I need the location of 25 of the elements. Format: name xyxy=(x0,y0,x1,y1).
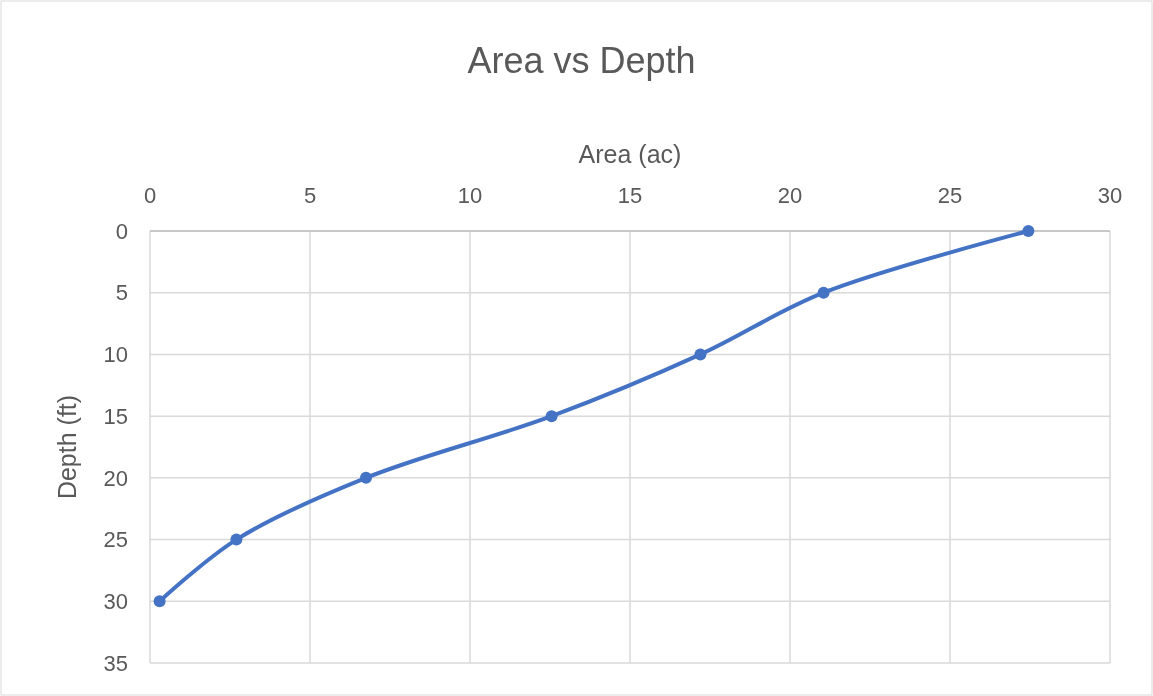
y-axis-title: Depth (ft) xyxy=(53,394,81,500)
y-tick-label: 0 xyxy=(115,218,128,244)
y-tick-label: 5 xyxy=(115,280,128,306)
x-tick-label: 10 xyxy=(457,183,483,208)
x-tick-label: 15 xyxy=(617,183,643,208)
point xyxy=(1022,225,1035,237)
y-tick-label: 30 xyxy=(103,588,128,614)
y-tick-label: 25 xyxy=(103,527,128,553)
x-tick-label: 0 xyxy=(143,183,157,208)
x-tick-label: 5 xyxy=(303,183,317,208)
x-tick-label: 30 xyxy=(1097,183,1123,208)
x-axis-title: Area (ac) xyxy=(578,140,682,168)
point xyxy=(360,471,372,484)
y-tick-label: 20 xyxy=(103,465,128,491)
y-tick-label: 10 xyxy=(103,342,128,368)
point xyxy=(694,348,707,361)
point xyxy=(153,595,166,608)
x-tick-label: 20 xyxy=(777,183,803,208)
point xyxy=(545,410,558,423)
chart-title: Area vs Depth xyxy=(467,40,696,81)
x-tick-label: 25 xyxy=(937,183,963,208)
point xyxy=(230,533,243,546)
y-tick-label: 15 xyxy=(103,403,128,429)
y-tick-label: 35 xyxy=(103,650,128,676)
point xyxy=(817,286,830,299)
